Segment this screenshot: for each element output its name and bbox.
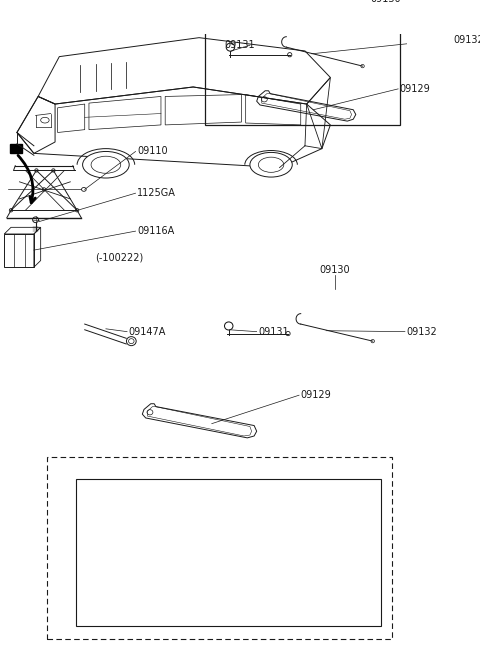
Text: 09130: 09130 [370, 0, 401, 5]
Text: 09132: 09132 [407, 327, 437, 337]
Bar [10, 144, 22, 154]
Ellipse shape [42, 188, 46, 191]
Text: 1125GA: 1125GA [137, 188, 176, 198]
Text: (-100222): (-100222) [95, 253, 143, 262]
Text: 09132: 09132 [453, 35, 480, 45]
Ellipse shape [75, 209, 79, 212]
Ellipse shape [361, 64, 364, 68]
Ellipse shape [83, 152, 129, 178]
Text: 09130: 09130 [319, 265, 350, 275]
Text: 09116A: 09116A [137, 226, 175, 236]
Bar [205, 16, 400, 125]
Ellipse shape [91, 156, 120, 173]
Text: 09129: 09129 [400, 84, 431, 94]
Ellipse shape [288, 52, 292, 57]
Ellipse shape [225, 322, 233, 330]
Ellipse shape [126, 337, 136, 346]
Ellipse shape [286, 331, 290, 336]
Ellipse shape [250, 152, 292, 177]
Ellipse shape [258, 157, 284, 173]
Ellipse shape [35, 169, 38, 172]
Ellipse shape [9, 209, 12, 212]
Text: 09147A: 09147A [129, 327, 166, 337]
Text: 09129: 09129 [301, 390, 332, 400]
Text: 09131: 09131 [225, 40, 255, 51]
Ellipse shape [52, 169, 55, 172]
Text: 09110: 09110 [137, 146, 168, 157]
Ellipse shape [129, 338, 134, 344]
Text: 09131: 09131 [258, 327, 289, 337]
Ellipse shape [371, 340, 374, 343]
Bar [47, 457, 392, 639]
Bar [76, 479, 381, 626]
Ellipse shape [226, 43, 235, 51]
